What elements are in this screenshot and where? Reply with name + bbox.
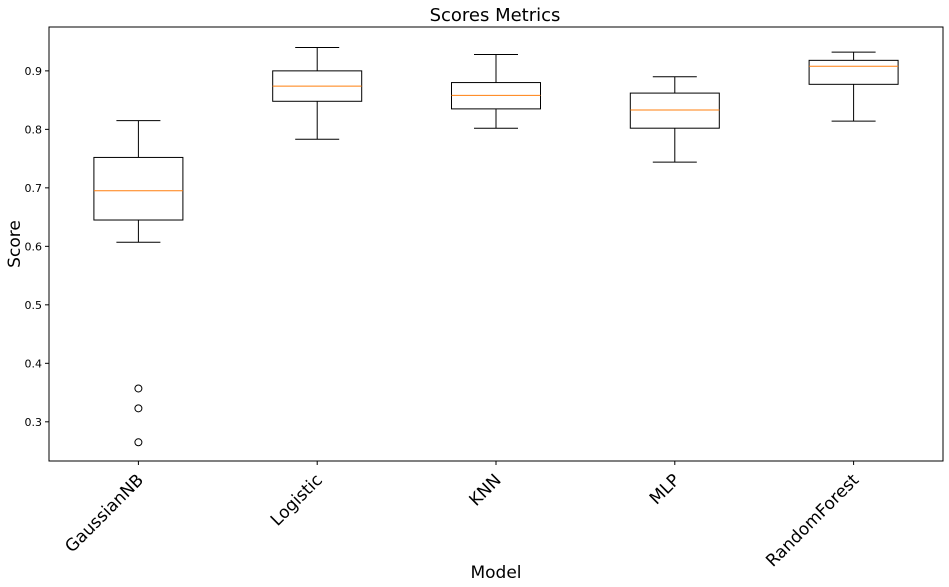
y-tick-label: 0.3 (25, 416, 43, 429)
y-tick-label: 0.9 (25, 65, 43, 78)
y-axis: 0.3 0.4 0.5 0.6 0.7 0.8 0.9 (25, 65, 49, 429)
iqr-box (93, 156, 184, 221)
box-MLP (629, 76, 720, 163)
y-tick-label: 0.4 (25, 357, 43, 370)
box-KNN (451, 53, 541, 129)
outlier-point (134, 384, 143, 393)
x-axis: GaussianNB Logistic KNN MLP RandomForest (61, 461, 863, 571)
outlier-point (134, 438, 143, 447)
x-tick-label: MLP (646, 470, 684, 508)
x-tick-label: Logistic (267, 470, 327, 530)
plot-area-frame (48, 26, 944, 462)
x-tick-label: KNN (466, 470, 506, 510)
y-tick-label: 0.6 (25, 240, 43, 253)
y-axis-title: Score (5, 220, 25, 268)
x-axis-title: Model (470, 563, 521, 583)
box-GaussianNB (93, 120, 184, 447)
iqr-box (808, 59, 899, 85)
y-tick-label: 0.5 (25, 299, 43, 312)
box-Logistic (272, 46, 363, 140)
y-tick-label: 0.8 (25, 123, 43, 136)
x-tick-label: GaussianNB (61, 470, 148, 557)
x-tick-label: RandomForest (762, 470, 863, 571)
box-RandomForest (808, 51, 899, 122)
iqr-box (629, 92, 720, 129)
box-series (93, 46, 899, 447)
outlier-point (134, 404, 143, 413)
chart-title: Scores Metrics (430, 5, 561, 26)
y-tick-label: 0.7 (25, 182, 43, 195)
